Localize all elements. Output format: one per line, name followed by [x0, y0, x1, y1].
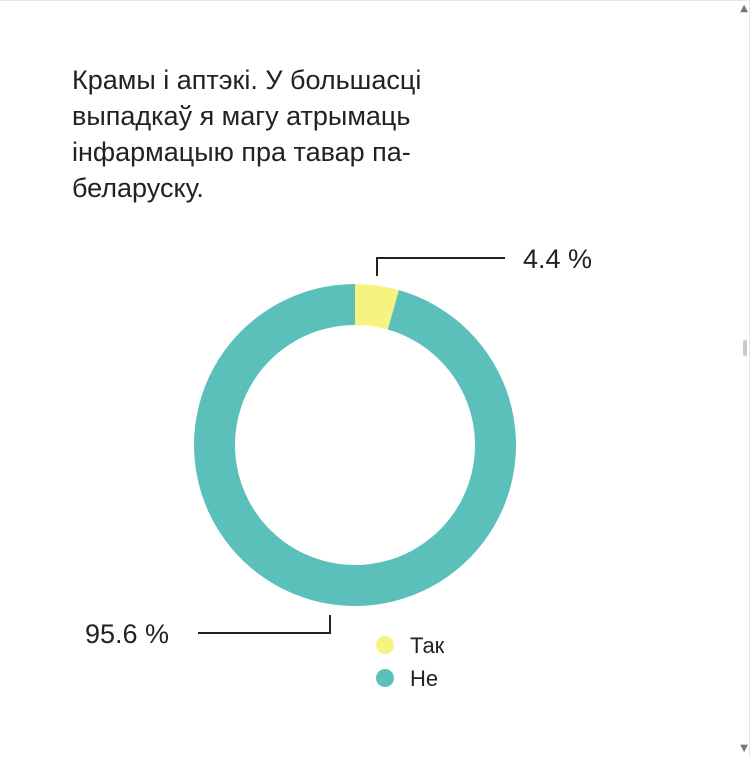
legend-label-ne: Не [410, 666, 438, 691]
legend-label-tak: Так [410, 633, 445, 658]
donut-slices [193, 284, 516, 606]
legend-swatch-tak [376, 636, 394, 654]
chart-title: Крамы і аптэкі. У большасці выпадкаў я м… [72, 65, 422, 203]
legend-swatch-ne [376, 669, 394, 687]
donut-slice-tak [355, 284, 399, 330]
data-label-ne: 95.6 % [85, 619, 169, 649]
leader-line-ne [198, 615, 331, 634]
chevron-down-icon[interactable]: ▼ [740, 743, 748, 754]
legend: Так Не [376, 633, 445, 691]
chevron-up-icon[interactable]: ▲ [740, 3, 748, 14]
data-label-tak: 4.4 % [523, 244, 592, 274]
scrollbar-thumb[interactable] [743, 340, 747, 356]
top-border [0, 0, 750, 1]
donut-slice-ne [193, 284, 516, 606]
leader-line-tak [376, 257, 505, 276]
